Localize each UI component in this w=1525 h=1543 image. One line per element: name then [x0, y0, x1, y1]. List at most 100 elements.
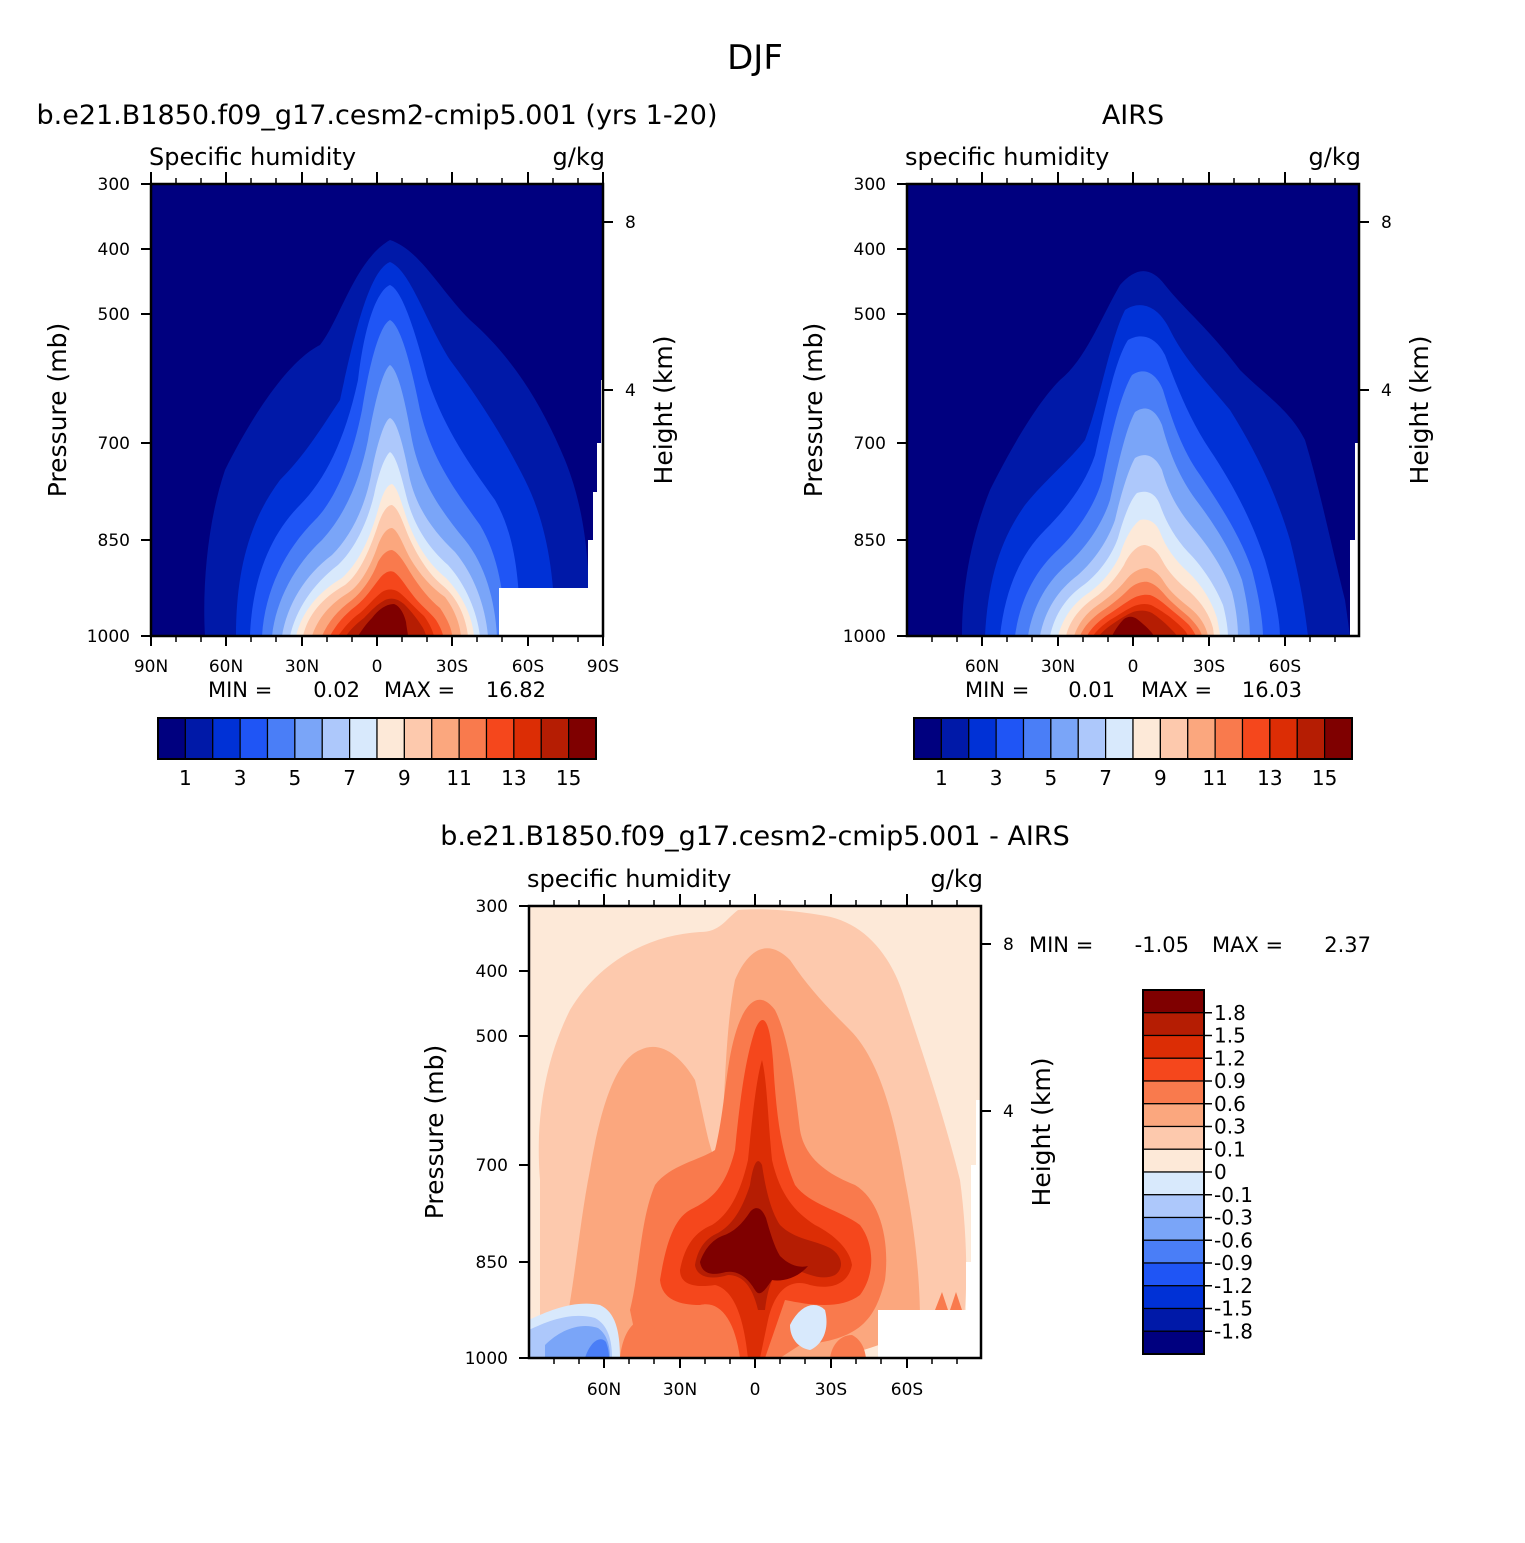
colorbar-swatch [1142, 1012, 1205, 1037]
colorbar-swatch [184, 717, 214, 760]
y-tick-label: 850 [854, 531, 886, 551]
colorbar-swatch [1022, 717, 1052, 760]
x-tick-label: 30S [815, 1380, 847, 1400]
axis-ticks [519, 894, 991, 1368]
variable-label: specific humidity [527, 865, 731, 893]
colorbar-label: 1 [935, 766, 948, 790]
x-tick-label: 90S [587, 657, 619, 677]
panel-model: b.e21.B1850.f09_g17.cesm2-cmip5.001 (yrs… [36, 100, 717, 790]
colorbar-label: 5 [1045, 766, 1058, 790]
y-right-tick-label: 4 [1003, 1102, 1014, 1122]
colorbar-swatch [968, 717, 997, 760]
panel-difference: b.e21.B1850.f09_g17.cesm2-cmip5.001 - AI… [420, 821, 1371, 1400]
colorbar-swatch [540, 717, 570, 760]
y-tick-label: 500 [476, 1027, 508, 1047]
stats: MIN = 0.02 MAX = 16.82 [208, 678, 546, 702]
diff-band-neg-0.9 [585, 1339, 609, 1358]
y-tick-label: 400 [476, 962, 508, 982]
variable-label: specific humidity [905, 143, 1109, 171]
panel-title: AIRS [1102, 100, 1164, 131]
colorbar-frame [157, 717, 597, 760]
x-tick-label: 30N [285, 657, 319, 677]
y-right-axis-label: Height (km) [1405, 336, 1434, 485]
min-label: MIN = [1029, 933, 1093, 957]
colorbar-swatch [1142, 1148, 1205, 1173]
stats: MIN = 0.01 MAX = 16.03 [965, 678, 1302, 702]
colorbar-label: -0.3 [1214, 1206, 1253, 1230]
y-tick-label: 850 [98, 531, 130, 551]
colorbar-label: 15 [556, 766, 581, 790]
y-right-tick-label: 8 [1003, 935, 1014, 955]
y-tick-label: 850 [476, 1253, 508, 1273]
y-right-axis-label: Height (km) [1027, 1058, 1056, 1207]
axis-ticks [897, 172, 1369, 646]
contour-fill [962, 271, 1359, 636]
colorbar-swatch [1241, 717, 1271, 760]
colorbar-label: 9 [398, 766, 411, 790]
colorbar-label: -0.6 [1214, 1228, 1253, 1252]
diff-band-0.6-low [620, 1319, 866, 1358]
colorbar-swatch [212, 717, 241, 760]
colorbar-label: 1.8 [1214, 1001, 1246, 1025]
colorbar-swatch [1214, 717, 1244, 760]
x-tick-label: 0 [372, 657, 383, 677]
colorbar-swatch [1142, 1080, 1205, 1105]
colorbar-swatch [1142, 1307, 1205, 1332]
x-tick-label: 0 [1128, 657, 1139, 677]
colorbar-swatch [1296, 717, 1326, 760]
minor-ticks [931, 178, 1336, 642]
y-tick-label: 400 [854, 240, 886, 260]
y-right-tick-label: 8 [625, 213, 636, 233]
y-right-tick-label: 4 [625, 381, 636, 401]
colorbar-label: 13 [1257, 766, 1282, 790]
colorbar: 1 3 5 7 9 11 13 15 [157, 717, 597, 790]
colorbar-label: 11 [446, 766, 471, 790]
x-tick-label: 0 [750, 1380, 761, 1400]
y-tick-label: 1000 [843, 627, 886, 647]
colorbar-swatch [568, 717, 597, 760]
colorbar: 1 3 5 7 9 11 13 15 [913, 717, 1353, 790]
x-tick-label: 60S [891, 1380, 923, 1400]
colorbar-label: 5 [289, 766, 302, 790]
min-label: MIN = [965, 678, 1029, 702]
colorbar-swatch [1187, 717, 1216, 760]
colorbar-swatch [1142, 1171, 1205, 1196]
x-tick-label: 60N [587, 1380, 621, 1400]
colorbar-swatch [157, 717, 186, 760]
min-value: -1.05 [1135, 933, 1189, 957]
colorbar-swatch [1050, 717, 1079, 760]
y-tick-label: 500 [854, 305, 886, 325]
colorbar-label: 3 [990, 766, 1003, 790]
colorbar-swatch [1159, 717, 1189, 760]
contour-band-16 [358, 604, 408, 636]
max-value: 16.03 [1242, 678, 1302, 702]
minor-ticks [553, 900, 958, 1364]
min-label: MIN = [208, 678, 272, 702]
colorbar-label: -1.8 [1214, 1319, 1253, 1343]
colorbar-swatch [995, 717, 1025, 760]
axis-ticks [141, 172, 613, 646]
colorbar-swatch [1142, 1216, 1205, 1241]
max-label: MAX = [1141, 678, 1212, 702]
colorbar-label: 7 [343, 766, 356, 790]
colorbar-swatch [1077, 717, 1107, 760]
y-right-axis-label: Height (km) [649, 336, 678, 485]
colorbar-swatch [239, 717, 269, 760]
colorbar-label: 11 [1202, 766, 1227, 790]
colorbar-label: 1.2 [1214, 1046, 1246, 1070]
y-tick-labels: 300 400 500 700 850 1000 [465, 897, 508, 1369]
colorbar-label: 0.1 [1214, 1137, 1246, 1161]
colorbar-swatch [1142, 1057, 1205, 1082]
colorbar-label: -0.1 [1214, 1183, 1253, 1207]
colorbar-swatch [266, 717, 296, 760]
y-tick-label: 1000 [465, 1349, 508, 1369]
panel-title: b.e21.B1850.f09_g17.cesm2-cmip5.001 (yrs… [36, 100, 717, 131]
min-value: 0.02 [313, 678, 360, 702]
y-right-tick-label: 8 [1381, 213, 1392, 233]
x-tick-label: 30N [1041, 657, 1075, 677]
colorbar-swatch [1105, 717, 1134, 760]
x-tick-labels: 60N 30N 0 30S 60S [587, 1380, 923, 1400]
x-tick-label: 60S [1269, 657, 1301, 677]
colorbar-swatch [1142, 1103, 1205, 1128]
